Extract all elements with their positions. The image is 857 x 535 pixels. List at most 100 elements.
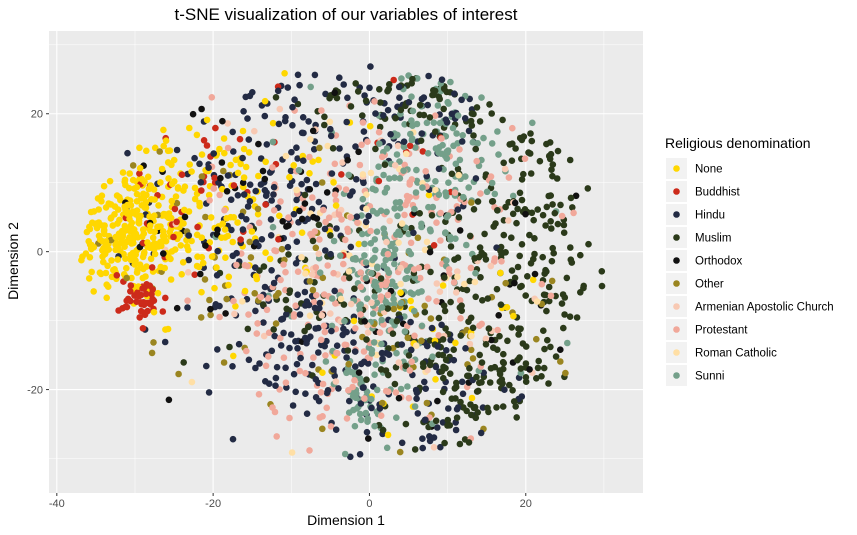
point-sunni (390, 251, 398, 259)
point-sunni (444, 98, 452, 106)
point-protestant (538, 280, 546, 288)
point-other (223, 295, 230, 303)
point-none (529, 276, 537, 284)
point-hindu (184, 304, 191, 311)
point-buddhist (127, 288, 134, 295)
point-none (128, 240, 135, 247)
point-muslim (428, 212, 436, 219)
point-muslim (346, 274, 353, 282)
point-sunni (378, 316, 386, 324)
point-hindu (239, 226, 247, 233)
point-hindu (454, 206, 462, 213)
point-hindu (252, 239, 260, 246)
point-hindu (407, 346, 415, 354)
point-hindu (360, 384, 367, 391)
point-other (319, 425, 326, 433)
point-hindu (252, 364, 259, 372)
point-hindu (407, 318, 414, 326)
point-hindu (458, 138, 466, 145)
point-none (319, 369, 326, 377)
point-muslim (180, 359, 187, 366)
point-protestant (509, 124, 516, 132)
point-roman-catholic (395, 239, 402, 246)
point-none (90, 288, 97, 295)
point-muslim (561, 311, 568, 318)
point-muslim (598, 282, 606, 290)
point-muslim (554, 220, 562, 228)
point-protestant (338, 216, 345, 223)
point-sunni (459, 132, 467, 139)
point-muslim (455, 214, 463, 221)
point-hindu (261, 283, 269, 291)
point-orthodox (189, 110, 197, 118)
point-muslim (584, 185, 592, 192)
point-orthodox (219, 117, 226, 125)
point-muslim (549, 161, 557, 168)
point-sunni (456, 156, 464, 164)
point-protestant (332, 300, 339, 307)
point-orthodox (217, 174, 224, 182)
point-hindu (252, 187, 259, 195)
legend-swatch-other (673, 280, 680, 287)
point-protestant (282, 379, 290, 387)
point-sunni (405, 247, 413, 255)
point-armenian-apostolic-church (433, 280, 441, 287)
point-sunni (361, 240, 368, 248)
point-protestant (364, 138, 371, 145)
point-sunni (436, 144, 443, 151)
point-muslim (548, 225, 555, 232)
point-hindu (267, 216, 275, 223)
point-protestant (505, 174, 513, 181)
point-sunni (442, 229, 449, 237)
point-hindu (316, 299, 324, 307)
point-muslim (511, 274, 519, 282)
point-muslim (508, 267, 516, 274)
point-protestant (292, 302, 300, 310)
point-muslim (442, 356, 450, 364)
point-none (164, 159, 172, 166)
point-hindu (210, 150, 217, 157)
point-armenian-apostolic-church (454, 268, 461, 275)
point-none (240, 174, 248, 181)
point-protestant (309, 194, 316, 201)
point-muslim (347, 103, 355, 110)
point-sunni (391, 174, 398, 181)
y-axis-title: Dimension 2 (5, 222, 21, 300)
point-sunni (447, 233, 454, 241)
point-protestant (342, 236, 349, 244)
point-muslim (473, 104, 481, 111)
point-none (98, 192, 106, 199)
point-muslim (363, 376, 370, 384)
point-sunni (472, 269, 479, 277)
point-protestant (277, 198, 284, 205)
point-muslim (500, 350, 507, 358)
point-orthodox (522, 210, 529, 218)
point-protestant (254, 320, 261, 327)
point-muslim (354, 88, 362, 95)
point-hindu (292, 338, 299, 345)
point-protestant (476, 322, 483, 330)
point-sunni (418, 288, 425, 295)
point-muslim (430, 87, 437, 94)
point-hindu (405, 98, 413, 106)
point-buddhist (136, 292, 143, 300)
point-roman-catholic (468, 332, 475, 340)
point-roman-catholic (413, 342, 420, 350)
point-hindu (282, 364, 289, 372)
point-hindu (289, 122, 296, 129)
point-protestant (208, 94, 216, 101)
point-roman-catholic (302, 270, 309, 277)
point-hindu (432, 363, 440, 371)
point-hindu (352, 363, 359, 370)
point-muslim (472, 145, 480, 153)
point-hindu (191, 154, 198, 162)
point-none (306, 170, 313, 177)
point-none (223, 215, 230, 222)
point-muslim (381, 161, 389, 168)
point-roman-catholic (432, 186, 439, 194)
point-hindu (458, 378, 466, 386)
point-armenian-apostolic-church (364, 329, 372, 336)
point-orthodox (197, 270, 204, 278)
point-orthodox (259, 167, 267, 175)
point-muslim (474, 409, 482, 416)
